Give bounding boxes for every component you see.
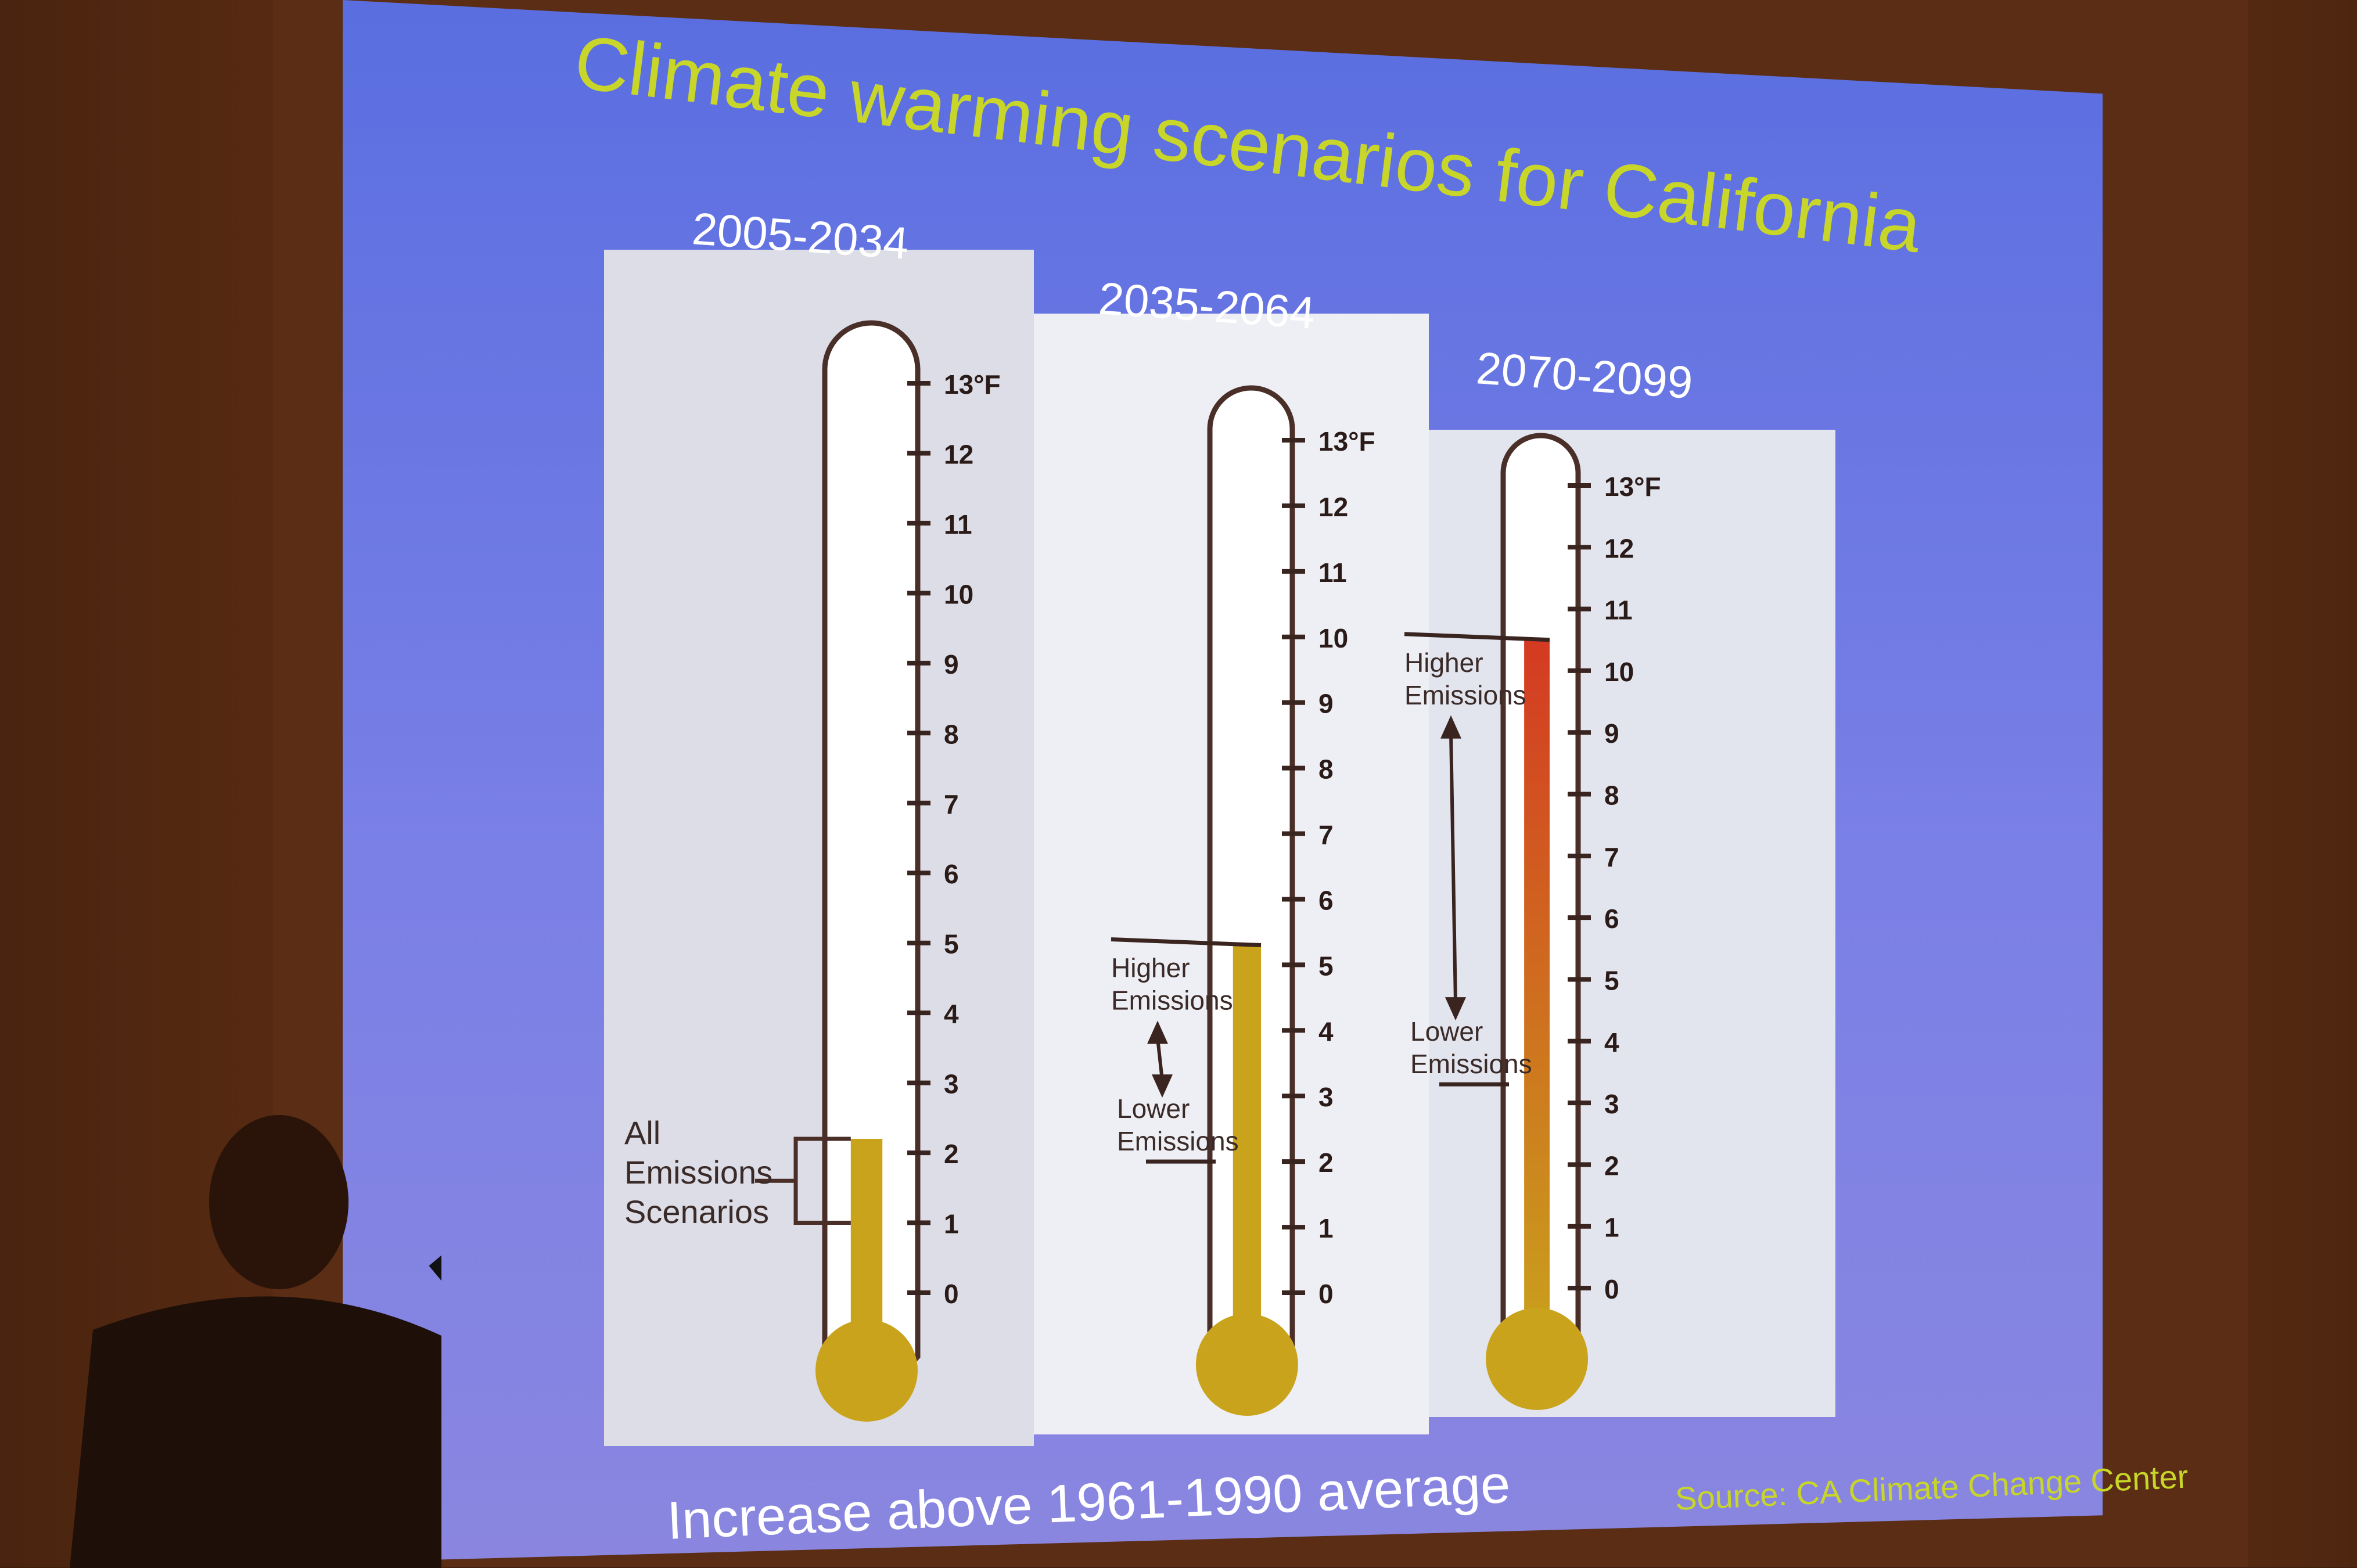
tick-label: 6 — [944, 859, 959, 889]
range-label: All — [624, 1114, 660, 1151]
lower-emissions-label: Emissions — [1117, 1126, 1239, 1156]
microphone — [429, 1255, 441, 1281]
tick-label: 13°F — [944, 369, 1001, 400]
tick-label: 10 — [944, 579, 973, 609]
tick-label: 10 — [1604, 657, 1634, 687]
tick-label: 5 — [944, 929, 959, 959]
period-label: 2070-2099 — [1475, 342, 1694, 408]
arrow-up-icon — [1147, 1020, 1168, 1044]
tick-label: 12 — [1318, 492, 1348, 522]
tick-label: 2 — [1604, 1150, 1619, 1181]
tick-label: 7 — [944, 789, 959, 819]
lower-emissions-label: Emissions — [1410, 1049, 1532, 1079]
higher-emissions-line — [1111, 937, 1262, 948]
tick-label: 3 — [1318, 1082, 1334, 1112]
higher-emissions-label: Emissions — [1111, 986, 1233, 1016]
lower-emissions-label: Lower — [1117, 1094, 1190, 1124]
tick-label: 8 — [1318, 754, 1334, 785]
tick-label: 5 — [1318, 951, 1334, 981]
tick-label: 0 — [1604, 1274, 1619, 1304]
arrow-up-icon — [1440, 715, 1461, 739]
slide-caption: Increase above 1961-1990 average — [666, 1455, 1511, 1551]
tick-label: 2 — [1318, 1148, 1334, 1178]
tick-label: 4 — [1318, 1016, 1334, 1046]
tick-label: 8 — [1604, 781, 1619, 811]
tick-label: 6 — [1318, 885, 1334, 915]
tick-label: 13°F — [1604, 472, 1661, 502]
tick-label: 7 — [1604, 842, 1619, 872]
range-label: Scenarios — [624, 1193, 769, 1230]
tick-label: 0 — [944, 1279, 959, 1309]
tick-label: 1 — [944, 1209, 959, 1239]
higher-emissions-label: Higher — [1111, 953, 1190, 983]
tick-label: 11 — [1604, 595, 1633, 625]
tick-label: 3 — [944, 1069, 959, 1099]
panel-3 — [1429, 430, 1835, 1417]
tick-label: 4 — [1604, 1027, 1619, 1058]
tick-label: 0 — [1318, 1279, 1334, 1309]
tick-label: 6 — [1604, 904, 1619, 934]
tick-label: 12 — [944, 439, 973, 469]
tick-label: 3 — [1604, 1089, 1619, 1119]
arrow-down-icon — [1152, 1074, 1173, 1098]
tick-label: 11 — [1318, 558, 1347, 588]
range-arrow — [1449, 732, 1457, 1004]
tick-label: 9 — [1318, 689, 1334, 719]
tick-label: 4 — [944, 999, 959, 1029]
tick-label: 10 — [1318, 623, 1348, 653]
higher-emissions-label: Emissions — [1404, 680, 1526, 710]
tick-label: 12 — [1604, 533, 1634, 563]
temperature-fill-bar — [1524, 639, 1550, 1359]
tick-label: 9 — [944, 649, 959, 679]
higher-emissions-line — [1404, 632, 1550, 642]
arrow-down-icon — [1445, 997, 1466, 1021]
thermometer-bulb — [1195, 1314, 1298, 1416]
tick-label: 1 — [1318, 1213, 1334, 1243]
lower-emissions-label: Lower — [1410, 1016, 1483, 1046]
range-arrow — [1156, 1038, 1164, 1081]
tick-label: 9 — [1604, 718, 1619, 749]
higher-emissions-label: Higher — [1404, 648, 1483, 678]
tick-label: 13°F — [1318, 426, 1375, 456]
tick-label: 7 — [1318, 820, 1334, 850]
range-label: Emissions — [624, 1154, 773, 1191]
tick-label: 1 — [1604, 1213, 1619, 1243]
thermometer-bulb — [1486, 1308, 1589, 1410]
thermometer-bulb — [815, 1319, 918, 1422]
source-note: Source: CA Climate Change Center — [1675, 1458, 2189, 1516]
tick-label: 11 — [944, 509, 972, 540]
tick-label: 2 — [944, 1139, 959, 1169]
presenter-silhouette — [70, 1115, 441, 1568]
tick-label: 5 — [1604, 965, 1619, 995]
tick-label: 8 — [944, 719, 959, 749]
panel-1 — [604, 250, 1034, 1446]
temperature-fill-bar — [1233, 945, 1262, 1365]
